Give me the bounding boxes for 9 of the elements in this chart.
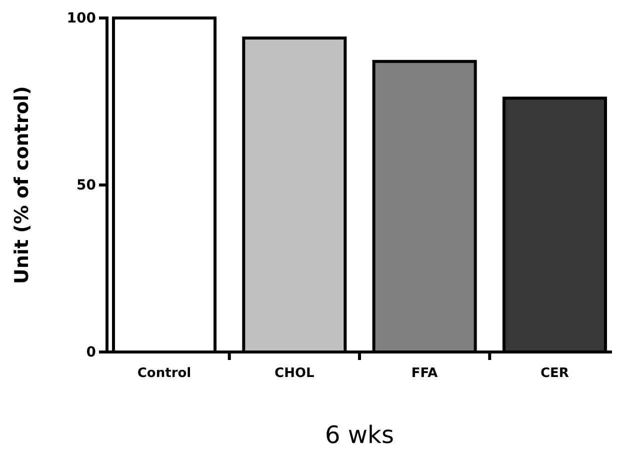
x-tick-label: FFA [411, 366, 438, 382]
y-axis-title: Unit (% of control) [11, 86, 33, 284]
y-tick-label: 100 [66, 10, 96, 26]
x-axis-title: 6 wks [325, 421, 394, 449]
x-tick-label: CER [540, 366, 569, 382]
x-tick-label: Control [137, 366, 192, 382]
y-tick-label: 0 [86, 344, 96, 360]
y-tick-label: 50 [76, 177, 96, 194]
x-tick-label: CHOL [274, 366, 314, 382]
